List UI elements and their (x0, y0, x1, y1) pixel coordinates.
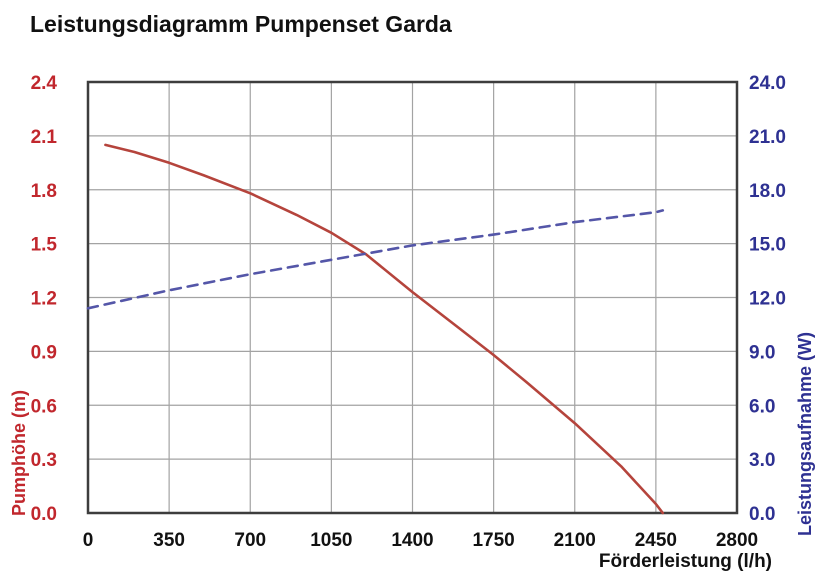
y-left-tick-label: 2.1 (31, 127, 58, 148)
x-tick-label: 2800 (716, 530, 758, 551)
x-tick-label: 0 (83, 530, 94, 551)
x-axis-label: Förderleistung (l/h) (598, 551, 772, 572)
y-right-tick-label: 12.0 (749, 289, 786, 310)
y-left-tick-label: 0.3 (31, 450, 57, 471)
y-left-tick-label: 1.8 (31, 181, 57, 202)
x-tick-label: 1400 (391, 530, 433, 551)
x-tick-label: 2450 (635, 530, 677, 551)
y-left-tick-label: 1.2 (31, 289, 57, 310)
y-right-tick-label: 6.0 (749, 396, 775, 417)
y-right-tick-label: 21.0 (749, 127, 786, 148)
x-tick-label: 2100 (554, 530, 596, 551)
head-curve (104, 143, 665, 515)
y-left-tick-label: 0.0 (31, 504, 57, 525)
y-axis-left-label: Pumphöhe (m) (9, 390, 29, 516)
y-right-tick-label: 18.0 (749, 181, 786, 202)
y-left-tick-label: 2.4 (31, 73, 58, 94)
x-tick-label: 1750 (472, 530, 514, 551)
y-right-tick-label: 0.0 (749, 504, 775, 525)
y-right-tick-label: 15.0 (749, 235, 786, 256)
plot-border (86, 80, 739, 515)
y-left-tick-label: 1.5 (31, 235, 58, 256)
y-right-tick-label: 24.0 (749, 73, 786, 94)
x-tick-label: 350 (153, 530, 185, 551)
power-curve (86, 209, 665, 310)
x-tick-label: 700 (234, 530, 266, 551)
y-right-tick-label: 3.0 (749, 450, 775, 471)
y-left-tick-label: 0.9 (31, 342, 57, 363)
y-right-tick-label: 9.0 (749, 342, 775, 363)
chart-title: Leistungsdiagramm Pumpenset Garda (30, 11, 452, 37)
x-tick-label: 1050 (310, 530, 352, 551)
y-left-tick-label: 0.6 (31, 396, 57, 417)
y-axis-right-label: Leistungsaufnahme (W) (795, 331, 815, 536)
